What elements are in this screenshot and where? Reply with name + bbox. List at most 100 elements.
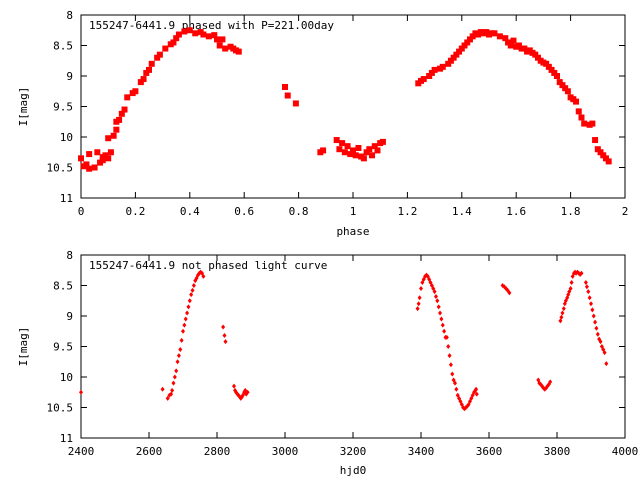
top-x-tick-label: 0	[78, 205, 85, 218]
bottom-y-tick-label: 8.5	[53, 280, 73, 293]
top-data-point	[137, 79, 144, 86]
top-x-tick-label: 1.8	[561, 205, 581, 218]
bottom-data-point	[178, 347, 183, 353]
bottom-data-point	[590, 307, 595, 313]
top-y-tick-label: 10.5	[47, 162, 74, 175]
bottom-data-point	[568, 286, 573, 292]
bottom-x-tick-label: 4000	[612, 445, 639, 458]
top-data-point	[116, 116, 123, 123]
bottom-data-point	[453, 380, 457, 386]
top-x-tick-label: 1.4	[452, 205, 472, 218]
top-data-point	[447, 57, 454, 64]
top-data-point	[545, 63, 552, 70]
top-data-point	[192, 30, 199, 37]
bottom-data-point	[436, 304, 441, 310]
bottom-data-point	[602, 350, 607, 356]
top-data-point	[170, 39, 177, 46]
top-data-point	[154, 54, 161, 61]
top-x-tick-label: 1	[350, 205, 357, 218]
bottom-data-point	[447, 353, 452, 359]
top-data-point	[366, 146, 373, 153]
top-data-point	[573, 98, 580, 105]
top-data-point	[450, 54, 457, 61]
top-data-point	[352, 152, 359, 159]
bottom-data-point	[584, 284, 589, 290]
top-x-axis-label: phase	[336, 225, 369, 238]
bottom-x-tick-label: 2400	[68, 445, 95, 458]
top-x-tick-label: 2	[622, 205, 629, 218]
bottom-data-point	[183, 316, 188, 322]
top-data-point	[102, 152, 109, 159]
bottom-y-axis-label: I[mag]	[17, 327, 30, 367]
top-data-point	[118, 110, 125, 117]
bottom-data-point	[438, 310, 443, 316]
top-data-point	[344, 143, 351, 150]
bottom-data-point	[589, 301, 593, 307]
top-data-point	[222, 45, 229, 52]
phased-light-curve-panel: 0 0.2 0.4 0.6 0.8 1 1.2 1.4 1.6 1.8 2 8 8.5 9 9.5 10 10.…	[17, 9, 628, 238]
top-data-point	[339, 140, 346, 147]
bottom-data-point	[232, 383, 236, 389]
top-x-tick-label: 0.4	[180, 205, 200, 218]
top-data-point	[143, 69, 150, 76]
top-data-point	[597, 149, 604, 156]
top-data-point	[211, 32, 218, 39]
bottom-data-point	[432, 289, 437, 295]
bottom-data-point	[587, 295, 592, 301]
top-data-point	[439, 63, 446, 70]
top-data-point	[515, 42, 522, 49]
top-data-point	[219, 36, 226, 43]
bottom-data-point	[185, 310, 190, 316]
top-data-point	[86, 151, 93, 158]
top-data-point	[491, 30, 498, 37]
top-data-point	[445, 60, 452, 67]
top-data-point	[426, 73, 433, 79]
bottom-data-point	[160, 386, 165, 392]
bottom-data-point	[598, 339, 603, 345]
top-data-point	[78, 155, 84, 162]
top-data-point	[469, 33, 476, 40]
top-data-point	[124, 94, 131, 101]
bottom-data-point	[440, 322, 445, 328]
bottom-data-point	[591, 313, 596, 319]
bottom-x-tick-label: 3800	[544, 445, 571, 458]
top-data-point	[502, 35, 509, 42]
bottom-data-point	[444, 334, 449, 340]
top-data-point	[532, 51, 539, 58]
bottom-data-point	[454, 386, 459, 392]
top-data-point	[369, 152, 376, 159]
bottom-x-tick-label: 2800	[204, 445, 231, 458]
unphased-light-curve-panel: 2400 2600 2800 3000 3200 3400 3600 3800 4000 8 8.5…	[17, 249, 638, 477]
top-data-point	[600, 152, 607, 159]
top-data-point	[175, 31, 182, 38]
top-data-point	[107, 149, 114, 156]
top-data-point	[105, 135, 112, 142]
top-data-point	[602, 155, 609, 162]
bottom-data-point	[221, 324, 226, 330]
top-plot-frame	[80, 14, 626, 199]
top-data-point	[559, 82, 566, 89]
bottom-data-point	[569, 279, 574, 285]
top-data-point	[554, 73, 560, 79]
bottom-data-point	[448, 362, 453, 368]
bottom-data-point	[442, 328, 447, 334]
bottom-data-point	[174, 368, 179, 374]
top-data-point	[282, 83, 288, 90]
top-data-point	[146, 66, 152, 73]
top-data-point	[589, 120, 596, 127]
top-data-point	[458, 45, 465, 52]
bottom-data-point	[559, 314, 564, 320]
top-y-tick-label: 8.5	[53, 40, 73, 53]
bottom-data-point	[79, 389, 83, 395]
top-data-point	[496, 33, 503, 40]
bottom-data-point	[474, 386, 479, 392]
top-data-point	[556, 79, 563, 86]
bottom-data-point	[415, 306, 420, 312]
top-data-point	[292, 100, 299, 107]
bottom-y-tick-label: 8	[66, 249, 73, 262]
top-data-point	[355, 144, 362, 151]
top-data-point	[173, 35, 180, 42]
top-y-tick-label: 8	[66, 9, 73, 22]
top-x-tick-label: 0.6	[234, 205, 254, 218]
bottom-data-point	[446, 344, 451, 349]
